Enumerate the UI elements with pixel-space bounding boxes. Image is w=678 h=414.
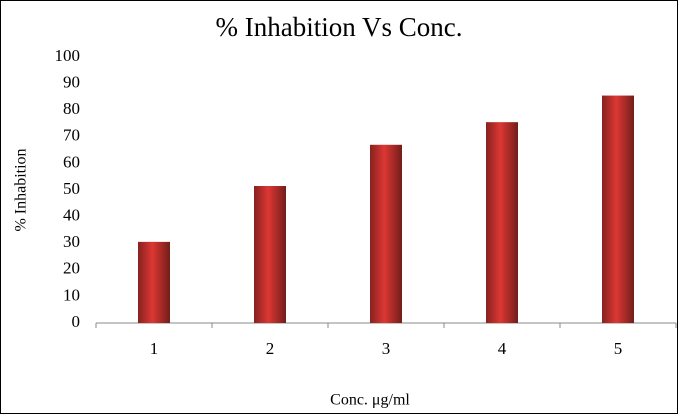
x-tick-label: 2 <box>266 339 275 358</box>
bar <box>254 186 286 323</box>
y-tick-label: 80 <box>63 99 80 118</box>
y-axis-title: % Inhabition <box>13 148 30 231</box>
x-tick-label: 1 <box>150 339 159 358</box>
y-tick-label: 10 <box>63 285 80 304</box>
bar <box>138 241 170 323</box>
y-tick-label: 0 <box>72 312 81 331</box>
y-tick-label: 50 <box>63 179 80 198</box>
y-tick-label: 30 <box>63 232 80 251</box>
bar <box>370 144 402 323</box>
y-tick-label: 70 <box>63 126 80 145</box>
y-tick-label: 60 <box>63 152 80 171</box>
x-tick-label: 3 <box>382 339 391 358</box>
x-tick-label: 5 <box>614 339 623 358</box>
bar <box>486 122 518 323</box>
y-tick-label: 40 <box>63 206 80 225</box>
y-tick-label: 90 <box>63 73 80 92</box>
chart-title: % Inhabition Vs Conc. <box>216 12 463 42</box>
bar <box>602 95 634 323</box>
y-tick-label: 20 <box>63 259 80 278</box>
x-axis-title: Conc. μg/ml <box>330 392 410 409</box>
x-tick-label: 4 <box>498 339 507 358</box>
y-tick-label: 100 <box>55 46 81 65</box>
